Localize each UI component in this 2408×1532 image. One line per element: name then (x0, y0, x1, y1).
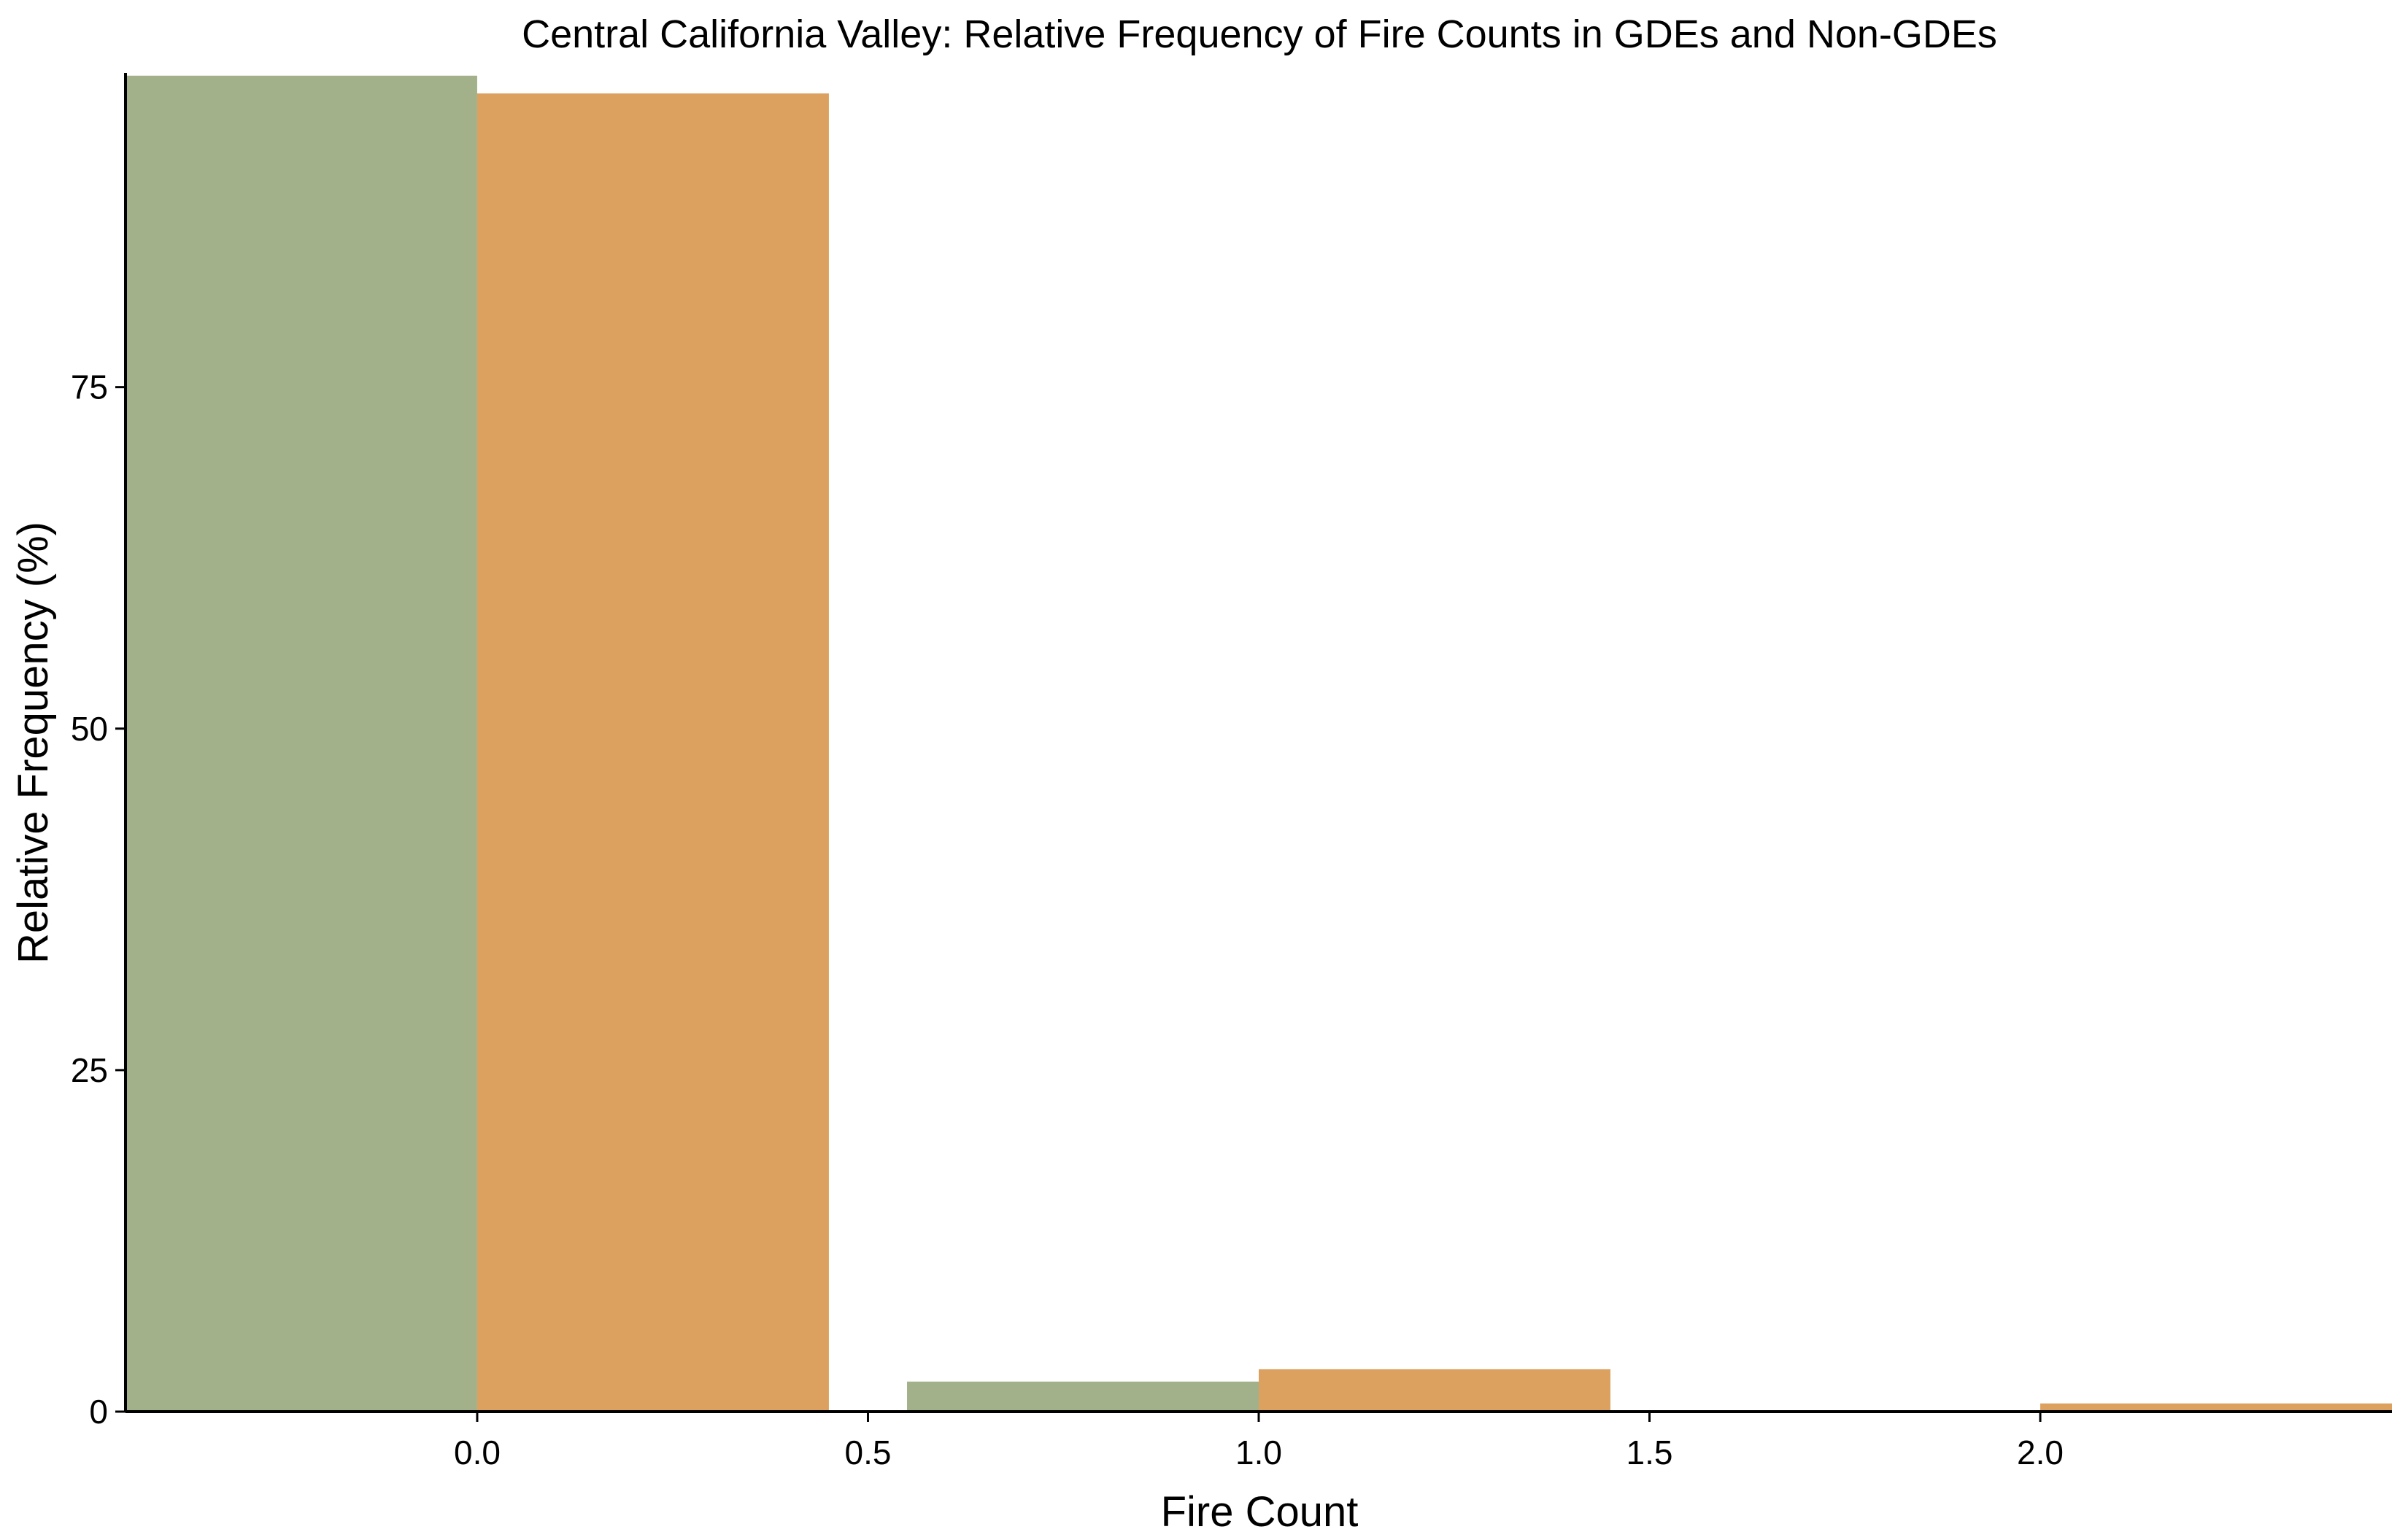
x-tick-label: 0.5 (845, 1434, 892, 1471)
bar-series-1-x-0 (126, 75, 477, 1412)
y-tick-label: 75 (71, 368, 108, 406)
bar-series-2-x-0 (476, 93, 829, 1412)
x-tick-label: 0.0 (454, 1434, 501, 1471)
x-axis-title: Fire Count (1161, 1488, 1359, 1532)
x-tick-label: 2.0 (2017, 1434, 2064, 1471)
chart-title: Central California Valley: Relative Freq… (522, 12, 1997, 56)
y-tick-label: 50 (71, 710, 108, 748)
y-tick-label: 0 (89, 1393, 108, 1431)
bar-series-1-x-1 (907, 1381, 1259, 1412)
bar-series-2-x-1 (1259, 1369, 1610, 1412)
plot-bars (126, 75, 2392, 1412)
x-tick-label: 1.0 (1235, 1434, 1282, 1471)
x-ticks: 0.0 0.5 1.0 1.5 2.0 (454, 1412, 2064, 1471)
y-axis-title: Relative Frequency (%) (9, 522, 57, 964)
bar-series-2-x-2 (2040, 1403, 2392, 1412)
y-ticks: 0 25 50 75 (71, 368, 126, 1431)
x-tick-label: 1.5 (1626, 1434, 1673, 1471)
y-tick-label: 25 (71, 1051, 108, 1089)
